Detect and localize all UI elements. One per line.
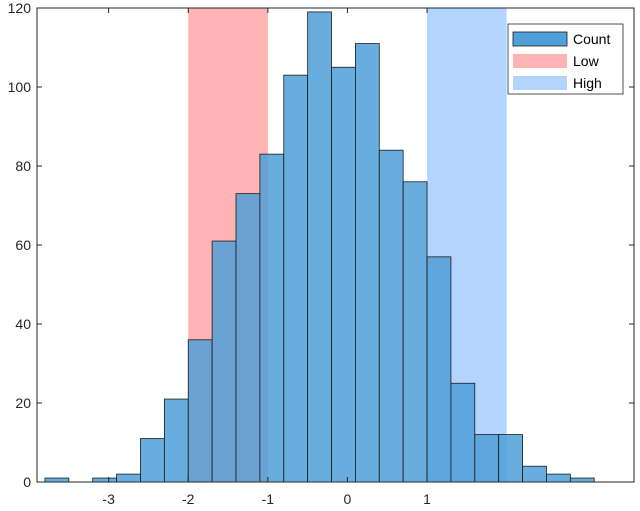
legend-swatch-count <box>512 31 568 47</box>
histogram-bar <box>522 465 547 483</box>
histogram-bar <box>426 256 452 483</box>
histogram-bar <box>163 398 189 483</box>
histogram-bar <box>116 473 141 483</box>
x-tick-label: 0 <box>344 491 352 507</box>
histogram-bar <box>211 240 237 483</box>
y-tick-label: 20 <box>15 395 31 411</box>
y-tick-label: 100 <box>8 79 32 95</box>
histogram-bar <box>569 477 595 483</box>
histogram-bar <box>187 339 213 483</box>
y-tick-label: 40 <box>15 316 31 332</box>
legend-label-low: Low <box>573 53 600 69</box>
x-tick-label: -2 <box>182 491 195 507</box>
histogram-bar <box>92 477 118 483</box>
legend: Count Low High <box>507 23 624 95</box>
histogram-bar <box>474 434 500 483</box>
legend-swatch-high <box>513 76 567 90</box>
legend-label-count: Count <box>573 31 610 47</box>
histogram-bar <box>402 181 428 483</box>
y-tick-label: 80 <box>15 158 31 174</box>
legend-label-high: High <box>573 75 602 91</box>
x-tick-label: -1 <box>262 491 275 507</box>
legend-swatch-low <box>513 54 567 68</box>
histogram-bar <box>546 473 571 483</box>
histogram-bar <box>354 43 380 483</box>
histogram-bar <box>140 438 165 483</box>
y-tick-label: 60 <box>15 237 31 253</box>
histogram-bar <box>259 153 285 483</box>
axes <box>36 7 635 483</box>
histogram-bar <box>44 477 70 483</box>
histogram-bar <box>235 193 261 483</box>
x-tick-label: 1 <box>423 491 431 507</box>
y-tick-label: 120 <box>8 0 32 16</box>
histogram-bar <box>450 382 476 483</box>
histogram-bar <box>331 66 356 483</box>
histogram-bar <box>283 74 309 483</box>
y-tick-label: 0 <box>23 474 31 490</box>
histogram-bar <box>378 149 404 483</box>
histogram-bar <box>498 434 523 483</box>
histogram-bar <box>307 11 332 483</box>
x-tick-label: -3 <box>102 491 115 507</box>
